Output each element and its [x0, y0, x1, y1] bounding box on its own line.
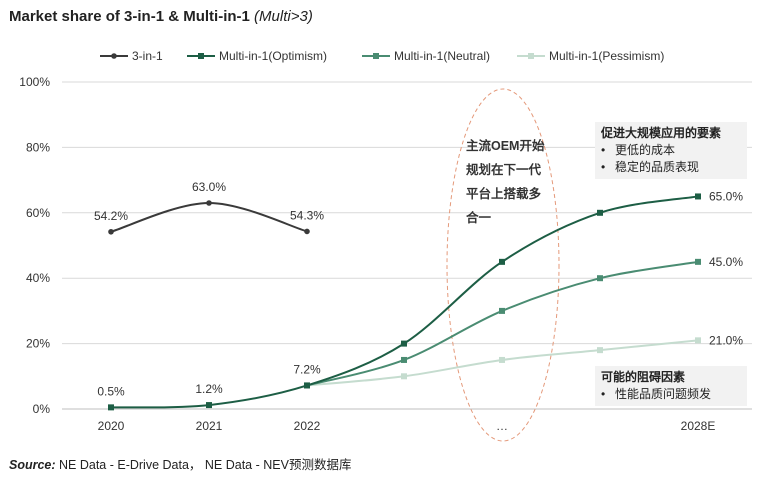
data-point [499, 307, 505, 314]
legend-label: Multi-in-1(Neutral) [394, 49, 490, 63]
data-label: 54.2% [94, 209, 128, 223]
data-label: 0.5% [97, 384, 125, 398]
barriers-title: 可能的阻碍因素 [601, 370, 686, 384]
x-tick-label: 2020 [98, 419, 125, 433]
drivers-item: 稳定的品质表现 [601, 159, 741, 176]
y-tick-label: 20% [26, 337, 50, 351]
data-point [695, 337, 701, 344]
drivers-item: 更低的成本 [601, 142, 741, 159]
data-point [206, 200, 212, 206]
data-label: 7.2% [293, 362, 321, 376]
x-tick-label: 2028E [681, 419, 716, 433]
x-tick-label: 2022 [294, 419, 321, 433]
data-point [108, 404, 114, 411]
data-label: 63.0% [192, 180, 226, 194]
legend-marker [198, 53, 204, 59]
data-point [499, 258, 505, 265]
data-point [401, 373, 407, 380]
x-tick-label: 2021 [196, 419, 223, 433]
data-label: 45.0% [709, 255, 743, 269]
data-point [108, 228, 114, 235]
drivers-callout: 促进大规模应用的要素 更低的成本 稳定的品质表现 [595, 122, 747, 179]
x-axis-ticks: 2020 2021 2022 … 2028E [98, 419, 716, 433]
data-point [695, 193, 701, 200]
data-point [401, 340, 407, 347]
legend-marker [528, 53, 534, 59]
barriers-item: 性能品质问题频发 [601, 386, 741, 403]
gridlines [62, 81, 752, 410]
data-point [695, 258, 701, 265]
legend-label: Multi-in-1(Optimism) [219, 49, 327, 63]
data-point [401, 356, 407, 363]
y-tick-label: 0% [33, 402, 51, 416]
drivers-title: 促进大规模应用的要素 [601, 126, 722, 140]
source-text: NE Data - E-Drive Data， NE Data - NEV预测数… [55, 458, 352, 472]
x-tick-label: … [496, 419, 508, 433]
data-label: 1.2% [195, 382, 223, 396]
oem-annotation: 主流OEM开始规划在下一代平台上搭载多合一 [466, 139, 545, 225]
barriers-callout: 可能的阻碍因素 性能品质问题频发 [595, 366, 747, 406]
source-note: Source: NE Data - E-Drive Data， NE Data … [9, 454, 351, 473]
legend-marker [373, 53, 379, 59]
legend: 3-in-1 Multi-in-1(Optimism) Multi-in-1(Neu… [100, 49, 664, 63]
data-label: 65.0% [709, 189, 743, 203]
legend-label: 3-in-1 [132, 49, 163, 63]
series-line [110, 201, 308, 233]
chart-title: Market share of 3-in-1 & Multi-in-1 (Mul… [9, 8, 313, 25]
y-tick-label: 80% [26, 140, 50, 154]
y-tick-label: 60% [26, 206, 50, 220]
data-label: 54.3% [290, 208, 324, 222]
y-tick-label: 100% [19, 75, 50, 89]
chart-title-sub: (Multi>3) [254, 8, 313, 25]
y-tick-label: 40% [26, 271, 50, 285]
data-point [304, 228, 310, 235]
source-label: Source: [9, 458, 56, 472]
data-point [499, 356, 505, 363]
series-lines [108, 193, 701, 411]
data-point [597, 209, 603, 216]
data-point [304, 382, 310, 389]
legend-label: Multi-in-1(Pessimism) [549, 49, 664, 63]
chart-title-main: Market share of 3-in-1 & Multi-in-1 [9, 8, 250, 25]
data-label: 21.0% [709, 333, 743, 347]
data-point [206, 402, 212, 409]
data-point [597, 347, 603, 354]
y-axis-ticks: 0% 20% 40% 60% 80% 100% [19, 75, 50, 416]
highlight-ellipse [446, 88, 560, 442]
data-labels: 54.2% 63.0% 54.3% 0.5% 1.2% 7.2% 65.0% 45.0% 21.… [94, 180, 743, 398]
legend-marker [111, 53, 117, 59]
data-point [597, 275, 603, 282]
